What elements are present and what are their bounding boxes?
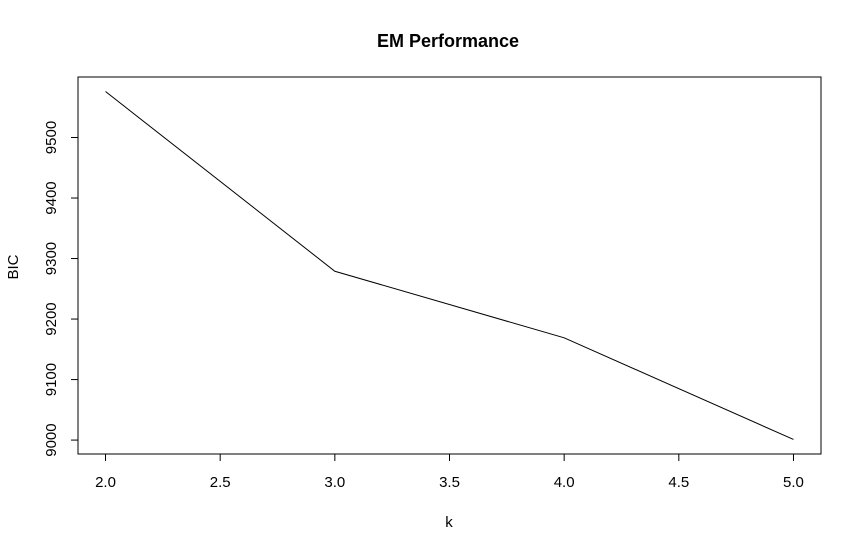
y-tick-label: 9100 xyxy=(43,363,60,396)
chart-title: EM Performance xyxy=(377,31,519,51)
y-tick-label: 9000 xyxy=(43,423,60,456)
y-tick-label: 9400 xyxy=(43,181,60,214)
y-tick-label: 9500 xyxy=(43,121,60,154)
y-tick-label: 9200 xyxy=(43,302,60,335)
y-axis-label: BIC xyxy=(5,254,22,279)
series-group xyxy=(105,91,794,440)
plot-frame xyxy=(77,76,822,455)
x-tick-label: 5.0 xyxy=(783,474,804,491)
x-tick-label: 2.5 xyxy=(210,474,231,491)
x-tick-label: 4.5 xyxy=(668,474,689,491)
x-axis-label: k xyxy=(445,514,453,531)
x-tick-label: 3.5 xyxy=(439,474,460,491)
x-tick-label: 3.0 xyxy=(324,474,345,491)
x-tick-label: 2.0 xyxy=(95,474,116,491)
y-axis: 9000 9100 9200 9300 9400 9500 xyxy=(43,121,79,457)
x-axis: 2.0 2.5 3.0 3.5 4.0 4.5 5.0 xyxy=(95,453,804,491)
series-line xyxy=(105,91,794,440)
x-tick-label: 4.0 xyxy=(554,474,575,491)
y-tick-label: 9300 xyxy=(43,242,60,275)
